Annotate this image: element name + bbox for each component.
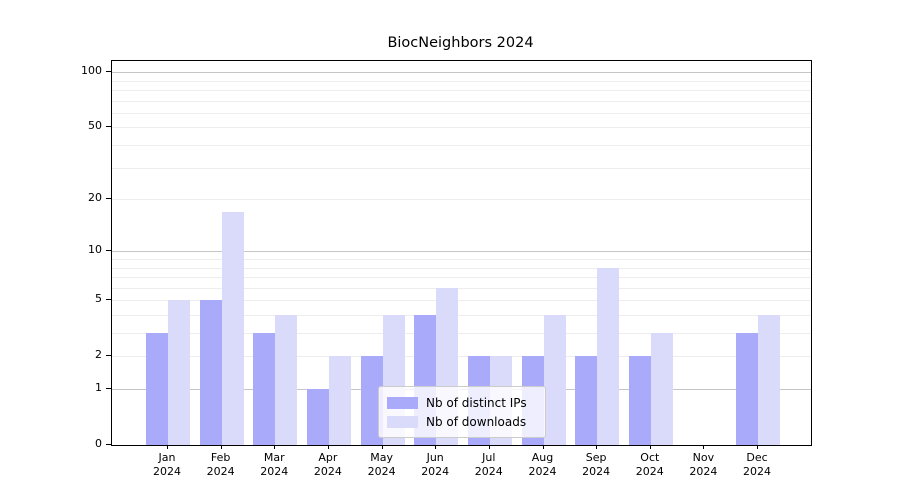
x-tick-label: Sep 2024 [582,451,611,478]
bar-distinct-ips [575,356,598,445]
y-tick-label: 100 [81,64,102,78]
bar-distinct-ips [306,389,329,445]
y-tick [106,126,111,128]
x-tick [274,445,276,449]
y-tick-label: 0 [95,437,102,450]
x-tick-label: Jun 2024 [421,451,450,478]
bar-distinct-ips [253,333,276,445]
y-tick [106,250,111,252]
minor-gridline [112,167,811,169]
x-tick [649,445,651,449]
x-tick [488,445,490,449]
plot-area: Nb of distinct IPs Nb of downloads [111,60,812,446]
bar-downloads [650,333,673,445]
y-tick [106,388,111,389]
x-tick [596,445,598,449]
bar-distinct-ips [628,356,651,445]
y-tick [106,71,111,73]
y-tick-label: 50 [88,119,102,133]
x-tick [220,445,222,449]
x-tick [703,445,705,449]
bar-downloads [328,356,351,445]
minor-gridline [112,112,811,114]
minor-gridline [112,277,811,278]
chart-title: BiocNeighbors 2024 [387,35,534,51]
major-gridline [112,72,811,74]
legend-entry-distinct-ips: Nb of distinct IPs [387,393,537,412]
legend-swatch-distinct-ips [387,396,418,409]
x-tick-label: Nov 2024 [689,451,718,478]
x-tick-label: Oct 2024 [635,451,664,478]
minor-gridline [112,127,811,129]
legend-swatch-downloads [387,415,418,428]
x-tick [435,445,437,449]
y-tick [106,299,111,301]
bar-downloads [543,315,566,445]
bar-downloads [168,300,190,445]
minor-gridline [112,315,811,316]
minor-gridline [112,300,811,302]
legend-entry-downloads: Nb of downloads [387,412,537,431]
major-gridline [112,251,811,253]
minor-gridline [112,267,811,269]
x-tick-label: Feb 2024 [206,451,235,478]
y-tick-label: 10 [88,243,102,257]
minor-gridline [112,145,811,146]
minor-gridline [112,259,811,260]
x-tick-label: Jul 2024 [474,451,503,478]
x-tick-label: Apr 2024 [313,451,342,478]
bar-distinct-ips [199,300,222,445]
y-tick-label: 20 [88,191,102,205]
x-tick [381,445,383,449]
minor-gridline [112,356,811,358]
x-tick-label: Jan 2024 [153,451,181,478]
minor-gridline [112,100,811,102]
y-tick [106,355,111,357]
bar-distinct-ips [360,356,383,445]
x-tick [167,445,168,449]
x-tick [327,445,329,449]
x-tick-label: Mar 2024 [260,451,289,478]
y-tick-label: 5 [95,292,102,306]
y-tick [106,198,111,200]
x-tick [542,445,544,449]
x-tick-label: May 2024 [367,451,396,478]
minor-gridline [112,80,811,82]
bar-downloads [275,315,298,445]
y-tick [106,444,111,445]
legend: Nb of distinct IPs Nb of downloads [378,386,546,438]
x-tick-label: Aug 2024 [528,451,557,478]
legend-label-distinct-ips: Nb of distinct IPs [426,395,527,410]
bar-downloads [221,211,244,445]
y-tick-label: 1 [95,381,102,394]
x-tick-label: Dec 2024 [743,451,771,478]
minor-gridline [112,287,811,289]
x-tick [757,445,758,449]
minor-gridline [112,199,811,201]
minor-gridline [112,333,811,334]
bar-downloads [597,267,620,445]
y-tick-label: 2 [95,348,102,362]
legend-label-downloads: Nb of downloads [426,414,527,429]
bar-downloads [758,315,780,445]
bar-distinct-ips [146,333,168,445]
bar-distinct-ips [736,333,758,445]
minor-gridline [112,90,811,91]
